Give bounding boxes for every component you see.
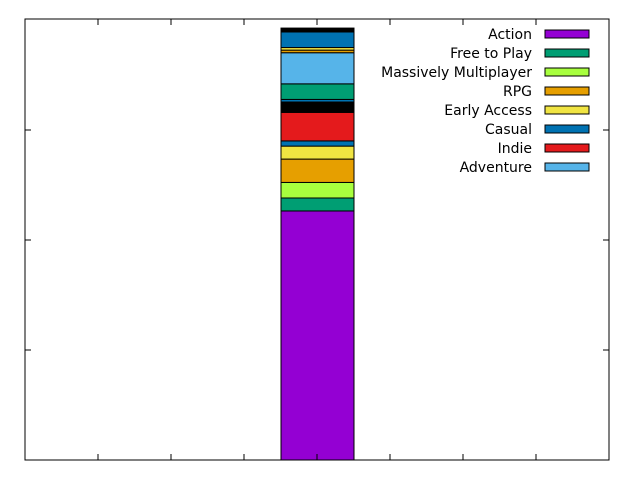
bar-segment-massively-multiplayer [280,181,355,199]
bar-segment-adventure [280,52,355,85]
bar-segment-9 [280,83,355,100]
bar-segment-7 [280,101,355,113]
bar-segment-free-to-play [280,197,355,212]
bar-segment-rpg [280,158,355,183]
bar-segment-casual [280,140,355,147]
legend-swatch [544,143,590,153]
legend-swatch [544,29,590,39]
bar-segment-13 [280,31,355,49]
legend-label: Casual [485,122,532,138]
legend-label: RPG [503,84,532,100]
legend-label: Massively Multiplayer [381,65,532,81]
bar-segment-indie [280,111,355,142]
legend-label: Free to Play [450,46,532,62]
axis-ticks [25,19,609,460]
legend-swatch [544,67,590,77]
bar-stack [280,27,355,461]
legend-swatch [544,162,590,172]
legend-swatch [544,48,590,58]
legend: Action Free to Play Massively Multiplayer R… [381,27,590,176]
bar-segment-action [280,210,355,461]
legend-swatch [544,105,590,115]
bar-segment-early-access [280,145,355,160]
legend-label: Action [488,27,532,43]
legend-label: Early Access [444,103,532,119]
legend-label: Adventure [460,160,532,176]
legend-label: Indie [498,141,532,157]
bar-segment-14 [280,27,355,33]
legend-swatch [544,124,590,134]
legend-swatch [544,86,590,96]
